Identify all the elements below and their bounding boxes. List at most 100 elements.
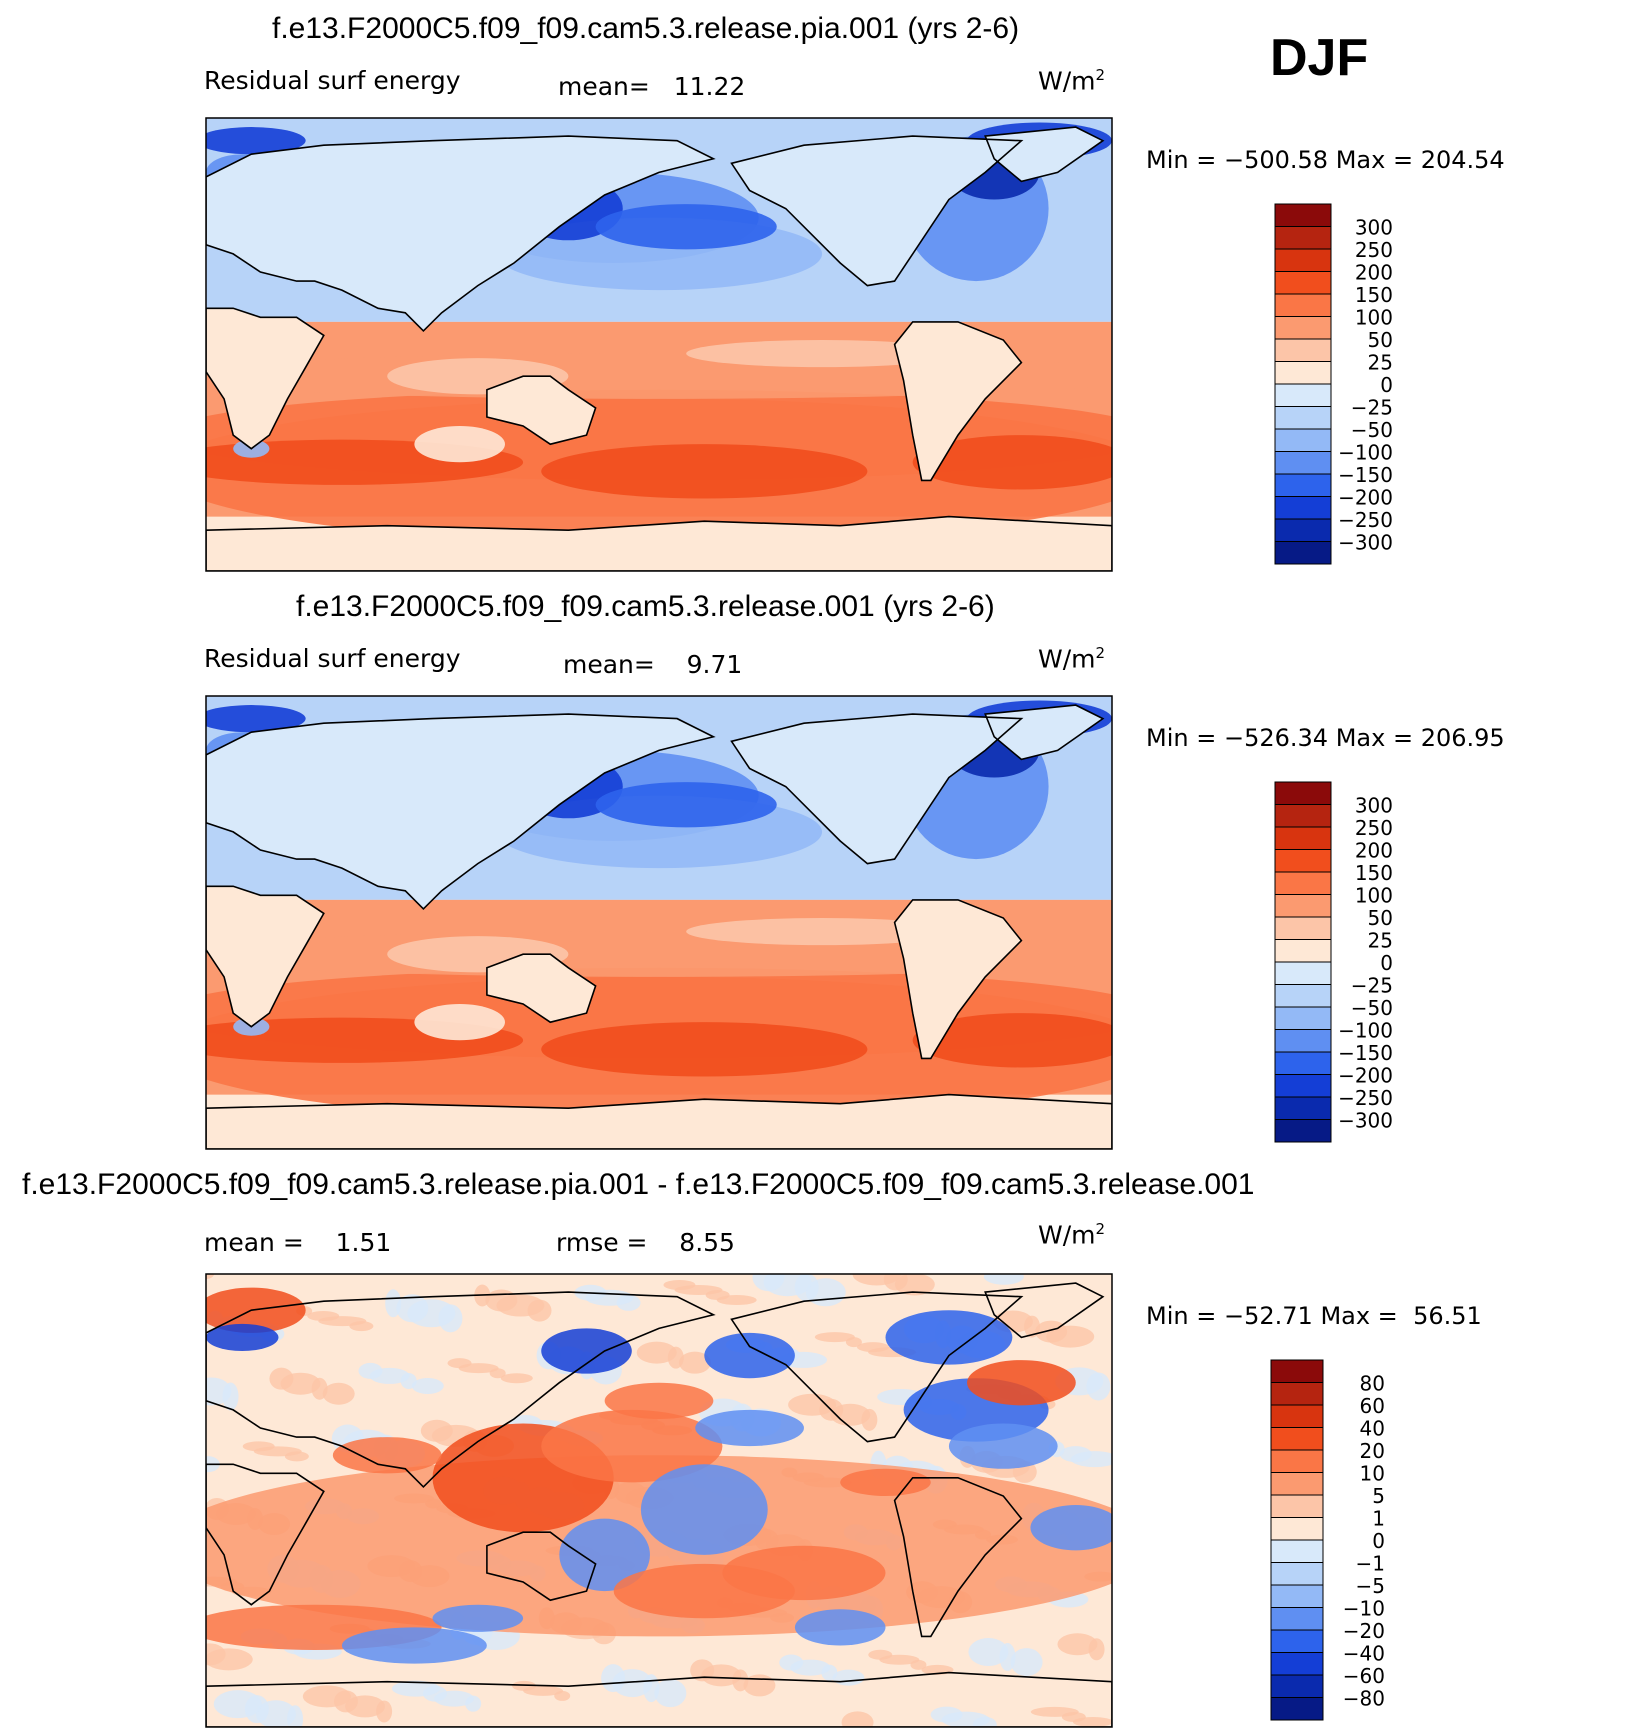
- colorbar-tick-label: 300: [1355, 216, 1393, 240]
- field-blob: [640, 1464, 768, 1555]
- land-fill: [731, 714, 1022, 864]
- field-blob: [695, 1409, 804, 1447]
- field-speckle: [678, 1351, 711, 1374]
- coastline: [893, 899, 1023, 1060]
- colorbar-tick-label: 1: [1372, 1507, 1385, 1531]
- colorbar-box: [1274, 338, 1332, 362]
- colorbar-tick-label: 20: [1360, 1439, 1385, 1463]
- colorbar-tick-label: 0: [1372, 1529, 1385, 1553]
- field-speckle: [1057, 1633, 1098, 1656]
- colorbar-box: [1274, 518, 1332, 542]
- field-speckle: [242, 1441, 275, 1452]
- panel1-mean: mean= 11.22: [558, 72, 746, 101]
- field-speckle: [447, 1358, 472, 1369]
- coastline: [206, 713, 716, 911]
- colorbar-tick-label: 0: [1380, 373, 1393, 397]
- colorbar-tick-label: 200: [1355, 261, 1393, 285]
- field-blob: [206, 1455, 1112, 1637]
- panel2-mean: mean= 9.71: [563, 650, 743, 679]
- colorbar-box: [1274, 1074, 1332, 1098]
- colorbar-tick-label: −10: [1343, 1597, 1385, 1621]
- colorbar-tick-label: 25: [1368, 929, 1393, 953]
- colorbar-tick-label: −200: [1338, 486, 1393, 510]
- field-speckle: [601, 1664, 626, 1693]
- panel3-minmax: Min = −52.71 Max = 56.51: [1146, 1302, 1482, 1330]
- field-speckle: [814, 1332, 855, 1343]
- field-blob: [595, 782, 777, 828]
- coastline: [206, 1671, 1112, 1727]
- panel2-frame: [205, 695, 1113, 1150]
- colorbar-box: [1274, 939, 1332, 963]
- colorbar-tick-label: −250: [1338, 508, 1393, 532]
- field-speckle: [322, 1382, 355, 1405]
- colorbar-tick-label: −200: [1338, 1064, 1393, 1088]
- coastline: [206, 1291, 716, 1489]
- colorbar-tick-label: −1: [1356, 1552, 1385, 1576]
- colorbar-tick-label: 10: [1360, 1462, 1385, 1486]
- colorbar-box: [1270, 1359, 1324, 1383]
- colorbar-tick-label: −100: [1338, 441, 1393, 465]
- field-blob: [332, 1437, 442, 1474]
- panel1-minmax: Min = −500.58 Max = 204.54: [1146, 146, 1505, 174]
- field-blob: [885, 1310, 1013, 1365]
- field-blob: [840, 1468, 931, 1496]
- land-fill: [486, 376, 596, 445]
- field-speckle: [841, 1711, 874, 1727]
- colorbar-tick-label: −50: [1351, 996, 1393, 1020]
- land-fill: [894, 899, 1022, 1059]
- land-fill: [206, 516, 1112, 571]
- panel1-title: f.e13.F2000C5.f09_f09.cam5.3.release.pia…: [272, 12, 1020, 45]
- field-blob: [541, 444, 868, 499]
- colorbar-box: [1274, 1051, 1332, 1075]
- colorbar-box: [1274, 984, 1332, 1008]
- colorbar-box: [1270, 1607, 1324, 1631]
- coastline: [206, 515, 1112, 571]
- colorbar-box: [1274, 871, 1332, 895]
- colorbar-box: [1274, 316, 1332, 340]
- field-speckle: [983, 1274, 1024, 1285]
- field-blob: [541, 1409, 723, 1483]
- colorbar-box: [1274, 849, 1332, 873]
- coastline: [730, 135, 1024, 287]
- field-blob: [206, 705, 306, 733]
- colorbar-box: [1270, 1562, 1324, 1586]
- colorbar-tick-label: −50: [1351, 418, 1393, 442]
- field-speckle: [302, 1685, 351, 1708]
- colorbar-tick-label: −25: [1351, 974, 1393, 998]
- colorbar-box: [1274, 961, 1332, 985]
- panel1-frame: [205, 117, 1113, 572]
- colorbar-box: [1274, 406, 1332, 430]
- panel1-map: [205, 117, 1113, 572]
- land-fill: [206, 886, 324, 1027]
- colorbar-box: [1270, 1674, 1324, 1698]
- colorbar-tick-label: −250: [1338, 1086, 1393, 1110]
- panel2-map: [205, 695, 1113, 1150]
- colorbar-box: [1270, 1584, 1324, 1608]
- panel3-title: f.e13.F2000C5.f09_f09.cam5.3.release.pia…: [22, 1168, 1255, 1201]
- field-blob: [794, 1609, 886, 1646]
- field-speckle: [857, 1342, 890, 1353]
- field-speckle: [307, 1311, 340, 1322]
- field-blob: [595, 204, 777, 250]
- coastline: [206, 1093, 1112, 1149]
- field-speckle: [206, 1377, 232, 1406]
- colorbar-box: [1274, 496, 1332, 520]
- colorbar-tick-label: 60: [1360, 1394, 1385, 1418]
- field-speckle: [485, 1289, 518, 1312]
- colorbar-box: [1274, 473, 1332, 497]
- panel3-frame: [205, 1273, 1113, 1728]
- panel1-colorbar: 30025020015010050250−25−50−100−150−200−2…: [1274, 203, 1393, 565]
- colorbar-box: [1274, 203, 1332, 227]
- field-speckle: [396, 1294, 429, 1323]
- coastline: [984, 1282, 1105, 1339]
- field-speckle: [385, 1289, 402, 1318]
- field-speckle: [663, 1279, 696, 1290]
- field-speckle: [1059, 1446, 1092, 1463]
- field-blob: [341, 1627, 487, 1664]
- colorbar-tick-label: 100: [1355, 306, 1393, 330]
- land-fill: [206, 714, 714, 909]
- coastline: [984, 126, 1105, 183]
- field-speckle: [1030, 1706, 1079, 1717]
- colorbar-box: [1270, 1697, 1324, 1721]
